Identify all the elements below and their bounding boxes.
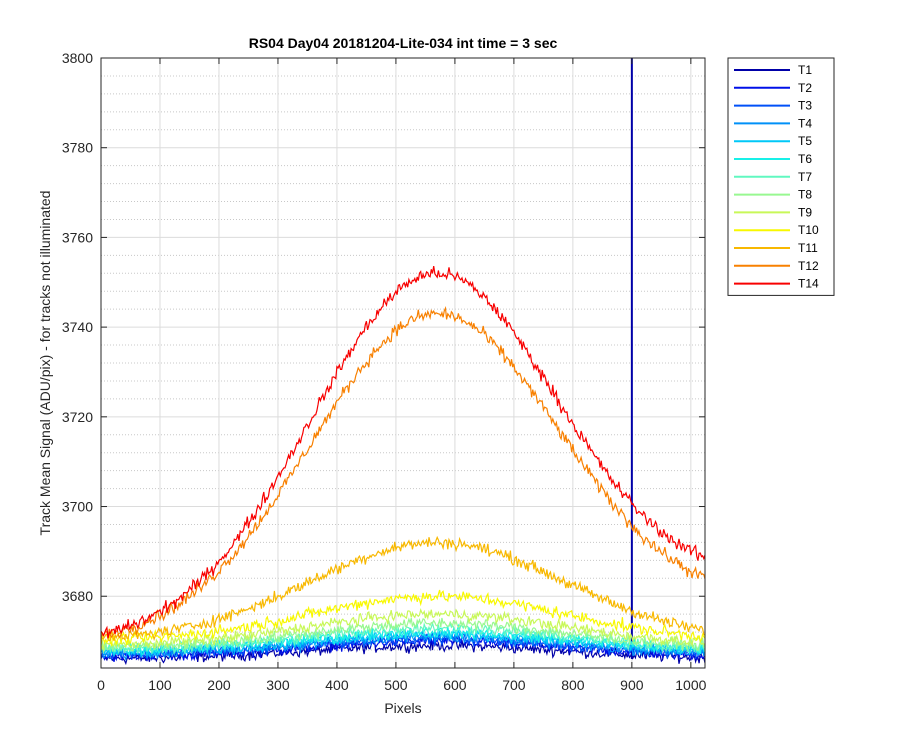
series-line-t11 [101, 535, 705, 646]
x-tick-label: 800 [561, 677, 585, 693]
series-line-t12 [101, 306, 705, 639]
plot-data-region [101, 58, 705, 666]
x-tick-label: 900 [620, 677, 644, 693]
series-line-t7 [101, 620, 705, 655]
legend-label-t4: T4 [798, 116, 812, 130]
plot-area-border [100, 57, 706, 669]
legend-label-t5: T5 [798, 134, 812, 148]
legend-label-t10: T10 [798, 223, 819, 237]
y-tick-label: 3780 [62, 140, 93, 156]
x-tick-label: 300 [266, 677, 290, 693]
x-axis-label: Pixels [384, 700, 421, 716]
y-tick-label: 3680 [62, 588, 93, 604]
legend-label-t11: T11 [798, 241, 818, 255]
legend: T1 T2 T3 T4 T5 T6 T7 T8 T9 T10 T11 T12 T14 [727, 57, 835, 296]
x-tick-label: 1000 [675, 677, 706, 693]
legend-label-t2: T2 [798, 81, 812, 95]
legend-label-t9: T9 [798, 205, 812, 219]
y-tick-label: 3760 [62, 229, 93, 245]
chart-title: RS04 Day04 20181204-Lite-034 int time = … [249, 35, 558, 51]
legend-label-t12: T12 [798, 259, 819, 273]
x-tick-label: 200 [207, 677, 231, 693]
y-axis-label: Track Mean Signal (ADU/pix) - for tracks… [37, 191, 53, 536]
series-line-t9 [101, 607, 705, 651]
x-tick-label: 600 [443, 677, 467, 693]
x-axis: 0 100 200 300 400 500 600 700 800 900 1000 [97, 58, 707, 693]
x-tick-label: 500 [384, 677, 408, 693]
series-line-t14 [101, 266, 705, 639]
y-tick-label: 3740 [62, 319, 93, 335]
x-tick-label: 400 [325, 677, 349, 693]
legend-label-t14: T14 [798, 277, 819, 291]
y-axis: 3680 3700 3720 3740 3760 3780 3800 [62, 50, 705, 604]
y-tick-label: 3720 [62, 409, 93, 425]
legend-label-t8: T8 [798, 188, 812, 202]
y-tick-label: 3700 [62, 499, 93, 515]
legend-label-t6: T6 [798, 152, 812, 166]
legend-label-t3: T3 [798, 99, 812, 113]
y-tick-label: 3800 [62, 50, 93, 66]
x-tick-label: 100 [148, 677, 172, 693]
series-line-t10 [101, 589, 705, 648]
legend-label-t1: T1 [798, 63, 812, 77]
x-tick-label: 0 [97, 677, 105, 693]
legend-label-t7: T7 [798, 170, 812, 184]
x-tick-label: 700 [502, 677, 526, 693]
